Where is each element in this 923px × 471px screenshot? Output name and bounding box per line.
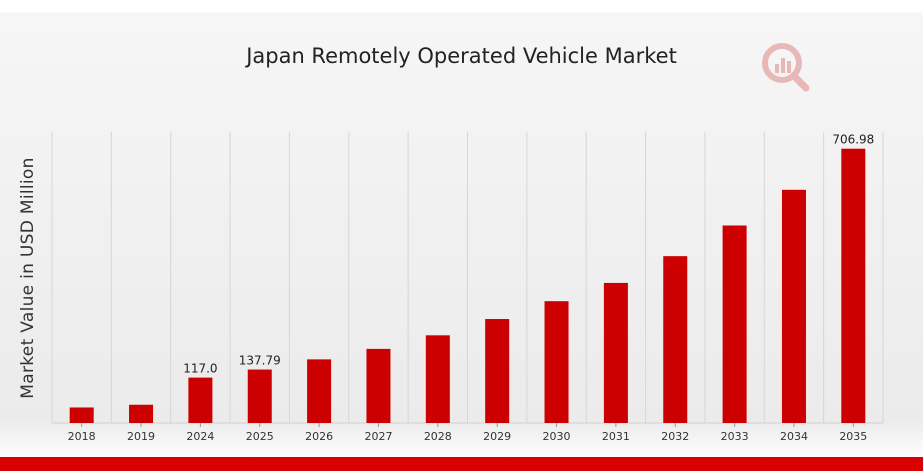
bar-2028	[425, 335, 450, 423]
x-tick-label: 2031	[602, 430, 630, 443]
bar-2018	[69, 407, 94, 423]
data-label-2035: 706.98	[832, 133, 874, 147]
bar-2027	[366, 348, 391, 423]
x-tick-label: 2035	[839, 430, 867, 443]
x-tick-label: 2018	[68, 430, 96, 443]
bottom-accent-bar	[0, 457, 923, 471]
x-tick-label: 2033	[721, 430, 749, 443]
bar-2031	[603, 282, 628, 423]
chart-title: Japan Remotely Operated Vehicle Market	[246, 44, 677, 68]
bar-2025	[247, 369, 272, 423]
bar-2035	[841, 148, 866, 423]
data-label-2024: 117.0	[183, 362, 217, 376]
bar-2032	[663, 256, 688, 423]
bar-2024	[188, 377, 213, 423]
data-label-2025: 137.79	[239, 354, 281, 368]
bar-2033	[722, 225, 747, 423]
x-tick-label: 2025	[246, 430, 274, 443]
x-tick-label: 2019	[127, 430, 155, 443]
bar-2030	[544, 301, 569, 423]
chart-magnifier-logo-icon	[762, 43, 810, 92]
x-tick-label: 2026	[305, 430, 333, 443]
x-tick-label: 2027	[364, 430, 392, 443]
x-tick-label: 2028	[424, 430, 452, 443]
x-tick-label: 2034	[780, 430, 808, 443]
bar-2019	[129, 404, 154, 423]
x-tick-label: 2032	[661, 430, 689, 443]
bar-2034	[781, 189, 806, 423]
x-tick-label: 2024	[186, 430, 214, 443]
bar-2029	[485, 319, 510, 423]
x-tick-label: 2030	[543, 430, 571, 443]
bar-2026	[307, 359, 332, 423]
x-tick-label: 2029	[483, 430, 511, 443]
